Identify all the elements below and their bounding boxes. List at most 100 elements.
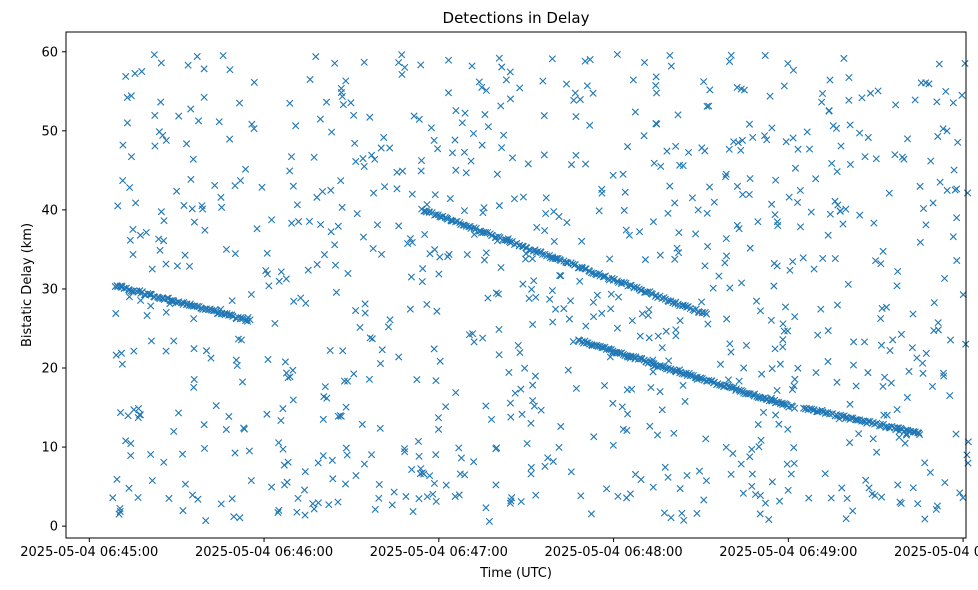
data-point [378, 346, 386, 354]
data-point [702, 477, 711, 485]
data-point [310, 153, 318, 161]
data-point [557, 422, 565, 431]
data-point [921, 515, 929, 523]
data-point [761, 499, 770, 507]
data-point [576, 95, 584, 104]
data-point [636, 286, 645, 294]
data-point [431, 191, 439, 199]
data-point [375, 494, 383, 502]
data-point [871, 420, 879, 428]
data-point [461, 471, 469, 479]
data-point [322, 98, 331, 106]
data-point [390, 488, 398, 496]
data-point [451, 492, 459, 501]
data-point [506, 95, 515, 103]
data-point [230, 513, 238, 521]
data-point [871, 491, 879, 500]
data-point [234, 335, 243, 343]
data-point [858, 94, 866, 102]
data-point [606, 255, 614, 263]
data-point [497, 102, 505, 110]
data-point [961, 59, 969, 68]
data-point [665, 357, 673, 365]
data-point [847, 414, 855, 422]
data-point [277, 268, 285, 276]
data-point [487, 415, 496, 424]
data-point [722, 235, 730, 243]
data-point [423, 300, 431, 309]
data-point [622, 226, 630, 234]
data-point [739, 190, 747, 199]
data-point [317, 220, 325, 229]
data-point [395, 353, 403, 361]
data-point [433, 145, 442, 153]
data-point [679, 162, 687, 170]
data-point [908, 344, 916, 352]
data-point [460, 221, 468, 229]
data-point [894, 481, 902, 489]
data-point [341, 480, 350, 488]
data-point [181, 480, 190, 488]
data-point [846, 400, 854, 408]
data-point [911, 96, 919, 104]
data-point [456, 219, 464, 227]
data-point [280, 461, 288, 469]
data-point [531, 372, 540, 380]
data-point [751, 490, 760, 499]
data-point [366, 113, 374, 121]
data-point [836, 207, 844, 215]
data-point [935, 60, 943, 68]
data-point [794, 145, 802, 153]
data-point [231, 250, 239, 258]
data-point [659, 363, 667, 371]
data-point [410, 112, 418, 120]
data-point [109, 494, 117, 502]
data-point [618, 403, 626, 411]
data-point [664, 209, 672, 217]
data-point [784, 486, 792, 494]
data-point [200, 65, 208, 73]
data-point [377, 250, 386, 258]
data-point [710, 198, 718, 206]
data-point [760, 132, 769, 140]
data-point [576, 277, 584, 285]
data-point [265, 282, 273, 290]
data-point [495, 202, 503, 210]
data-point [940, 274, 949, 283]
data-point [650, 159, 658, 167]
data-point [527, 463, 535, 471]
data-point [772, 176, 780, 184]
data-point [226, 135, 234, 143]
data-point [337, 412, 345, 420]
data-point [432, 377, 440, 385]
data-point [849, 361, 858, 369]
data-point [495, 325, 503, 334]
data-point [824, 357, 832, 366]
data-point [527, 470, 535, 478]
data-point [294, 494, 302, 502]
data-point [127, 287, 135, 295]
data-point [542, 194, 550, 202]
data-point [463, 250, 471, 259]
data-point [548, 286, 556, 295]
data-point [231, 182, 239, 190]
data-point [855, 430, 863, 438]
data-point [527, 419, 535, 427]
data-point [898, 153, 906, 161]
data-point [445, 250, 453, 258]
data-point [608, 349, 616, 357]
data-point [432, 497, 440, 506]
data-point [630, 283, 639, 291]
data-point [159, 131, 167, 140]
data-point [941, 478, 949, 487]
data-point [301, 511, 309, 519]
data-point [649, 218, 658, 226]
data-point [495, 54, 503, 62]
data-point [796, 223, 805, 231]
data-point [126, 236, 134, 244]
data-point [755, 443, 763, 451]
data-point [914, 500, 922, 508]
data-point [187, 105, 195, 113]
data-point [217, 305, 225, 313]
data-point [626, 354, 634, 362]
